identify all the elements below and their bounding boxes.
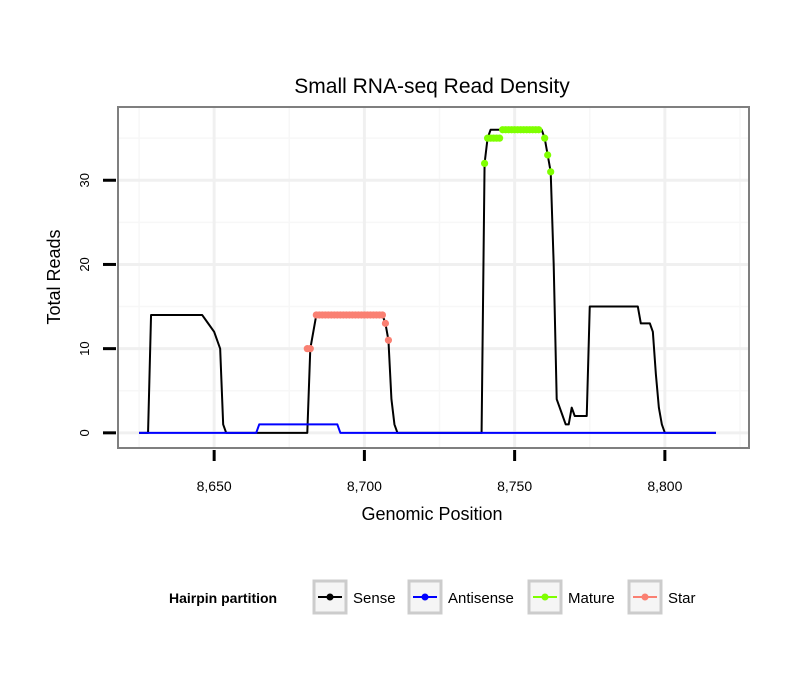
y-axis: 0 10 20 30 (77, 173, 116, 436)
series-points (303, 126, 555, 353)
point-mature (496, 134, 504, 142)
legend-item-mature: Mature (527, 579, 615, 615)
legend-title: Hairpin partition (169, 590, 277, 606)
point-mature (547, 168, 555, 176)
chart-title: Small RNA-seq Read Density (294, 75, 570, 98)
grid-minor (118, 107, 749, 448)
point-star (306, 345, 314, 353)
legend: Hairpin partition Sense Antisense Mature… (169, 579, 696, 615)
y-axis-label: Total Reads (44, 229, 64, 324)
legend-label-sense: Sense (353, 590, 396, 607)
legend-point-mature (541, 593, 549, 601)
point-star (378, 311, 387, 319)
y-tick-label: 0 (77, 429, 92, 436)
x-axis-label: Genomic Position (361, 504, 502, 524)
point-mature (480, 159, 489, 168)
legend-item-star: Star (627, 579, 696, 615)
x-axis: 8,650 8,700 8,750 8,800 (197, 450, 683, 494)
point-star (381, 319, 390, 327)
legend-label-mature: Mature (568, 590, 615, 607)
legend-point-antisense (421, 593, 429, 601)
legend-label-star: Star (668, 590, 696, 607)
x-tick-label: 8,750 (497, 478, 532, 494)
series-line-antisense (139, 423, 716, 434)
series-line-sense (139, 128, 716, 434)
x-tick-label: 8,650 (197, 478, 232, 494)
point-mature (541, 134, 549, 142)
legend-label-antisense: Antisense (448, 590, 514, 607)
point-star (384, 336, 393, 344)
x-tick-label: 8,800 (647, 478, 682, 494)
plot-background (118, 107, 749, 448)
series-lines (139, 128, 716, 434)
legend-item-antisense: Antisense (407, 579, 514, 615)
legend-point-sense (326, 593, 334, 601)
legend-item-sense: Sense (312, 579, 396, 615)
point-mature (544, 151, 552, 159)
point-mature (535, 126, 543, 134)
plot-border (117, 106, 750, 449)
y-tick-label: 20 (77, 257, 92, 271)
y-tick-label: 30 (77, 173, 92, 187)
y-tick-label: 10 (77, 341, 92, 355)
x-tick-label: 8,700 (347, 478, 382, 494)
legend-point-star (641, 593, 649, 601)
plot-area (117, 106, 750, 449)
